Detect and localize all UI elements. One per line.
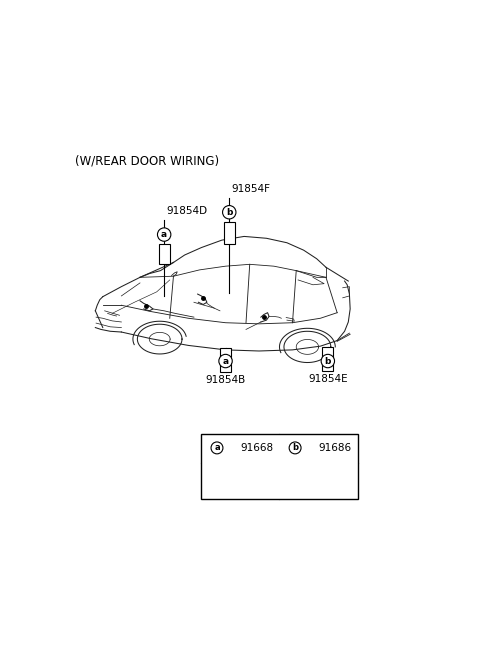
Bar bbox=[224, 222, 235, 244]
Text: 91668: 91668 bbox=[240, 443, 274, 453]
Text: a: a bbox=[222, 357, 228, 365]
Circle shape bbox=[321, 354, 335, 368]
Text: b: b bbox=[292, 443, 298, 453]
Circle shape bbox=[223, 205, 236, 219]
Circle shape bbox=[289, 442, 301, 454]
Bar bbox=[158, 244, 170, 264]
Text: 91854D: 91854D bbox=[166, 206, 207, 216]
Text: 91854E: 91854E bbox=[308, 374, 348, 384]
Circle shape bbox=[219, 354, 232, 368]
Text: b: b bbox=[324, 357, 331, 365]
Circle shape bbox=[211, 442, 223, 454]
Bar bbox=[322, 347, 334, 371]
Text: 91854B: 91854B bbox=[205, 375, 246, 385]
Text: 91686: 91686 bbox=[319, 443, 352, 453]
Bar bbox=[220, 348, 231, 372]
Text: b: b bbox=[226, 208, 232, 216]
Text: a: a bbox=[214, 443, 220, 453]
Bar bbox=[202, 434, 358, 499]
Text: 91854F: 91854F bbox=[231, 184, 270, 194]
Text: a: a bbox=[161, 230, 167, 239]
Circle shape bbox=[157, 228, 171, 241]
Text: (W/REAR DOOR WIRING): (W/REAR DOOR WIRING) bbox=[75, 155, 219, 167]
